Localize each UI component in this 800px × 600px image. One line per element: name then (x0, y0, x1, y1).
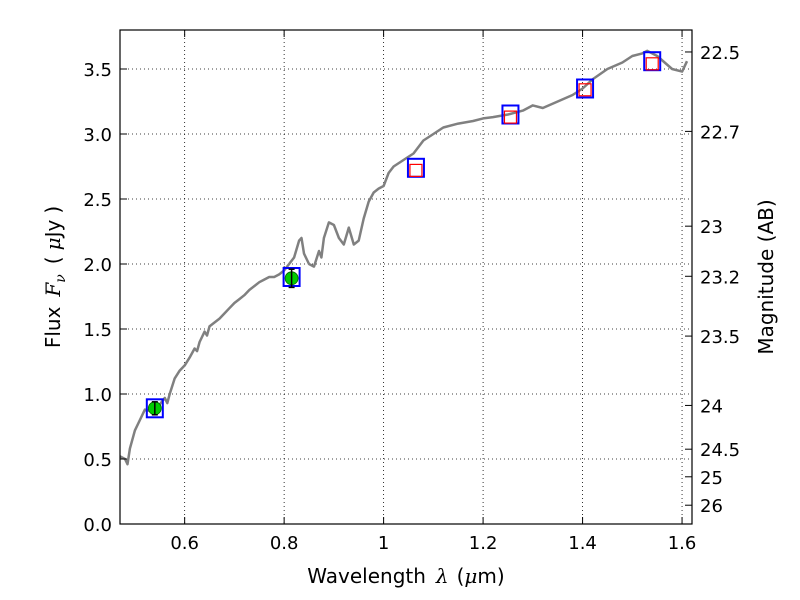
y2-tick-label: 22.5 (700, 43, 740, 64)
spectrum-line (119, 49, 689, 466)
y-tick-label: 1.5 (83, 320, 112, 341)
y-tick-label: 2.5 (83, 190, 112, 211)
x-tick-label: 0.8 (270, 533, 299, 554)
y2-tick-label: 23.2 (700, 267, 740, 288)
x-tick-label: 1.4 (568, 533, 597, 554)
y2-tick-label: 23 (700, 217, 723, 238)
y-tick-label: 0.0 (83, 515, 112, 536)
axes-frame (119, 29, 693, 525)
y2-tick-label: 24.5 (700, 440, 740, 461)
model-point-marker (576, 78, 595, 99)
x-axis-label: Wavelength λ (μm) (307, 564, 504, 588)
y2-tick-label: 22.7 (700, 122, 740, 143)
y-tick-label: 0.5 (83, 450, 112, 471)
y-tick-label: 3.0 (83, 125, 112, 146)
y2-tick-label: 24 (700, 396, 723, 417)
x-tick-label: 1.2 (469, 533, 498, 554)
ticks: 0.6 0.8 1 1.2 1.4 1.6 0.0 0.5 1.0 1.5 2.0 2.5 3.0 3.5… (83, 30, 740, 554)
model-point-marker (145, 398, 164, 419)
y-tick-label: 2.0 (83, 255, 112, 276)
x-tick-label: 1 (378, 533, 389, 554)
upper-limit-marker (645, 57, 659, 71)
y-tick-label: 1.0 (83, 385, 112, 406)
upper-limit-marker (578, 83, 592, 97)
x-tick-label: 1.6 (668, 533, 697, 554)
y-tick-label: 3.5 (83, 60, 112, 81)
plot-area (119, 49, 689, 466)
y2-tick-label: 23.5 (700, 327, 740, 348)
grid (120, 30, 692, 525)
upper-limit-marker (409, 163, 423, 177)
axes-border (119, 29, 693, 525)
x-tick-label: 0.6 (170, 533, 199, 554)
y2-axis-label: Magnitude (AB) (754, 199, 778, 354)
y2-tick-label: 26 (700, 496, 723, 517)
y2-tick-label: 25 (700, 468, 723, 489)
y-axis-label: FluxFν(μJy) (41, 206, 69, 348)
upper-limit-marker (503, 110, 518, 124)
